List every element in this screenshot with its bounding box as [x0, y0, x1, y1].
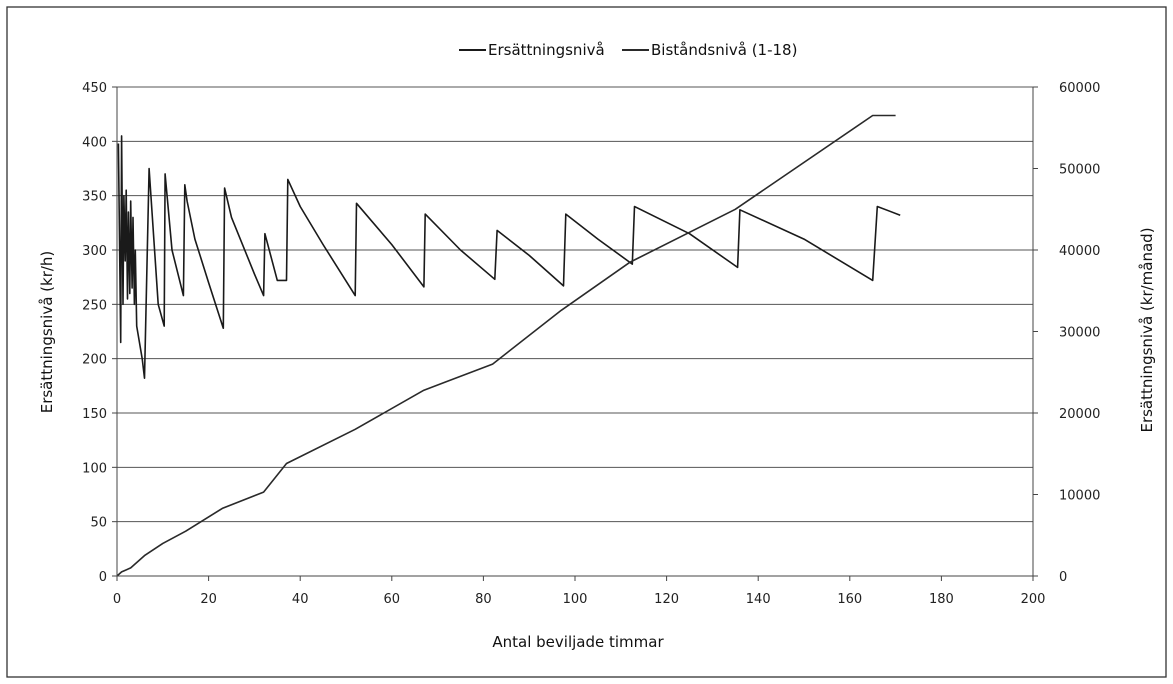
chart-frame	[6, 6, 1167, 678]
y-tick-label-8: 400	[82, 135, 107, 150]
x-tick-label-9: 180	[929, 592, 954, 607]
x-tick-labels: 0 20 40 60 80 100 120 140 160 180 200	[113, 576, 1046, 607]
y-tick-label-7: 350	[82, 190, 107, 205]
y-tick-label-1: 50	[90, 516, 107, 531]
x-tick-label-1: 20	[200, 592, 217, 607]
series-line-ersattningsniva	[117, 135, 901, 380]
y2-tick-label-1: 10000	[1059, 489, 1100, 504]
x-tick-label-3: 60	[384, 592, 401, 607]
legend-label-ersattningsniva: Ersättningsnivå	[488, 41, 605, 59]
y2-tick-label-4: 40000	[1059, 244, 1100, 259]
y2-tick-label-2: 20000	[1059, 407, 1100, 422]
legend-label-bistandsniva: Biståndsnivå (1-18)	[651, 41, 797, 59]
y-tick-label-9: 450	[82, 81, 107, 96]
y-tick-label-3: 150	[82, 407, 107, 422]
x-tick-label-2: 40	[292, 592, 309, 607]
x-tick-label-5: 100	[563, 592, 588, 607]
x-tick-label-4: 80	[475, 592, 492, 607]
x-tick-label-10: 200	[1021, 592, 1046, 607]
x-tick-label-7: 140	[746, 592, 771, 607]
x-tick-label-8: 160	[837, 592, 862, 607]
legend: Ersättningsnivå Biståndsnivå (1-18)	[459, 41, 797, 59]
x-tick-label-6: 120	[654, 592, 679, 607]
y2-tick-label-0: 0	[1059, 570, 1067, 585]
y2-tick-label-6: 60000	[1059, 81, 1100, 96]
y2-axis-title: Ersättningsnivå (kr/månad)	[1138, 227, 1156, 432]
y2-tick-label-5: 50000	[1059, 163, 1100, 178]
y-axis-title: Ersättningsnivå (kr/h)	[38, 251, 56, 414]
y-tick-labels: 0 50 100 150 200 250 300 350 400 450	[82, 81, 117, 585]
y-tick-label-4: 200	[82, 353, 107, 368]
y-tick-label-2: 100	[82, 461, 107, 476]
x-tick-label-0: 0	[113, 592, 121, 607]
y-tick-label-5: 250	[82, 298, 107, 313]
y-tick-label-6: 300	[82, 244, 107, 259]
y-tick-label-0: 0	[99, 570, 107, 585]
series-line-bistandsniva	[116, 114, 896, 577]
y2-tick-labels: 0 10000 20000 30000 40000 50000 60000	[1033, 81, 1100, 585]
series-lines	[116, 114, 901, 577]
y2-tick-label-3: 30000	[1059, 326, 1100, 341]
x-axis-title: Antal beviljade timmar	[492, 633, 664, 651]
